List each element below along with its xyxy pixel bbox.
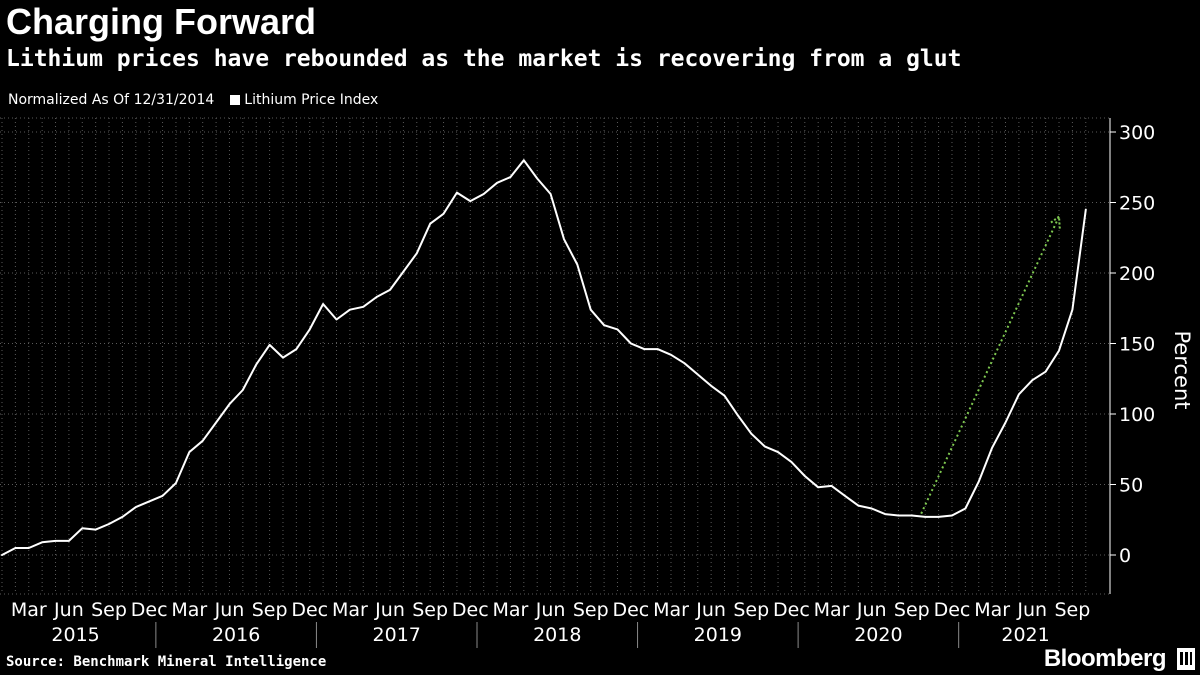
x-month-tick-label: Jun <box>53 599 84 621</box>
series-line-lithium-price-index <box>1 159 1087 556</box>
chart-title: Charging Forward <box>6 1 317 42</box>
annotation-layer <box>920 214 1061 515</box>
x-month-tick-label: Sep <box>412 599 448 621</box>
legend: Normalized As Of 12/31/2014 Lithium Pric… <box>8 90 378 110</box>
x-month-tick-label: Jun <box>695 599 726 621</box>
x-month-tick-label: Sep <box>733 599 769 621</box>
legend-series-label: Lithium Price Index <box>244 92 379 108</box>
x-year-label: 2021 <box>1001 624 1049 646</box>
x-month-tick-label: Jun <box>1016 599 1047 621</box>
x-year-label: 2015 <box>51 624 99 646</box>
x-month-tick-label: Mar <box>332 599 368 621</box>
y-tick-label: 250 <box>1119 193 1155 215</box>
x-month-tick-label: Jun <box>535 599 566 621</box>
x-month-tick-label: Mar <box>11 599 47 621</box>
legend-note: Normalized As Of 12/31/2014 <box>8 92 215 108</box>
trend-arrow-head <box>1048 214 1061 229</box>
series-layer <box>1 159 1087 556</box>
x-year-label: 2019 <box>694 624 742 646</box>
legend-swatch <box>230 95 241 105</box>
x-month-tick-label: Dec <box>131 599 168 621</box>
x-month-tick-label: Mar <box>653 599 689 621</box>
y-tick-label: 200 <box>1119 263 1155 285</box>
x-month-tick-label: Dec <box>452 599 489 621</box>
trend-arrow-shaft <box>920 216 1060 515</box>
x-month-tick-label: Dec <box>773 599 810 621</box>
y-tick-label: 50 <box>1119 475 1143 497</box>
grid-layer <box>0 117 1110 595</box>
x-month-tick-label: Sep <box>91 599 127 621</box>
x-year-label: 2018 <box>533 624 581 646</box>
bloomberg-logo-text: Bloomberg <box>1043 645 1167 672</box>
y-tick-label: 0 <box>1119 545 1131 567</box>
x-year-label: 2016 <box>212 624 260 646</box>
x-month-tick-label: Jun <box>374 599 405 621</box>
y-tick-label: 150 <box>1119 334 1155 356</box>
x-month-tick-label: Sep <box>894 599 930 621</box>
x-month-tick-label: Mar <box>974 599 1010 621</box>
x-year-label: 2020 <box>854 624 902 646</box>
x-month-tick-label: Dec <box>291 599 328 621</box>
chart-subtitle: Lithium prices have rebounded as the mar… <box>6 46 962 72</box>
x-month-tick-label: Jun <box>214 599 245 621</box>
source-note: Source: Benchmark Mineral Intelligence <box>6 654 327 670</box>
x-month-tick-label: Dec <box>934 599 971 621</box>
x-month-tick-label: Jun <box>856 599 887 621</box>
bloomberg-terminal-icon <box>1177 648 1195 670</box>
x-year-label: 2017 <box>373 624 421 646</box>
y-axis-title: Percent <box>1170 330 1194 409</box>
x-month-tick-label: Sep <box>252 599 288 621</box>
x-month-tick-label: Mar <box>171 599 207 621</box>
y-tick-label: 100 <box>1119 404 1155 426</box>
y-tick-label: 300 <box>1119 122 1155 144</box>
x-month-tick-label: Dec <box>612 599 649 621</box>
x-month-tick-label: Mar <box>493 599 529 621</box>
x-month-tick-label: Sep <box>573 599 609 621</box>
x-month-tick-label: Sep <box>1054 599 1090 621</box>
x-month-tick-label: Mar <box>814 599 850 621</box>
